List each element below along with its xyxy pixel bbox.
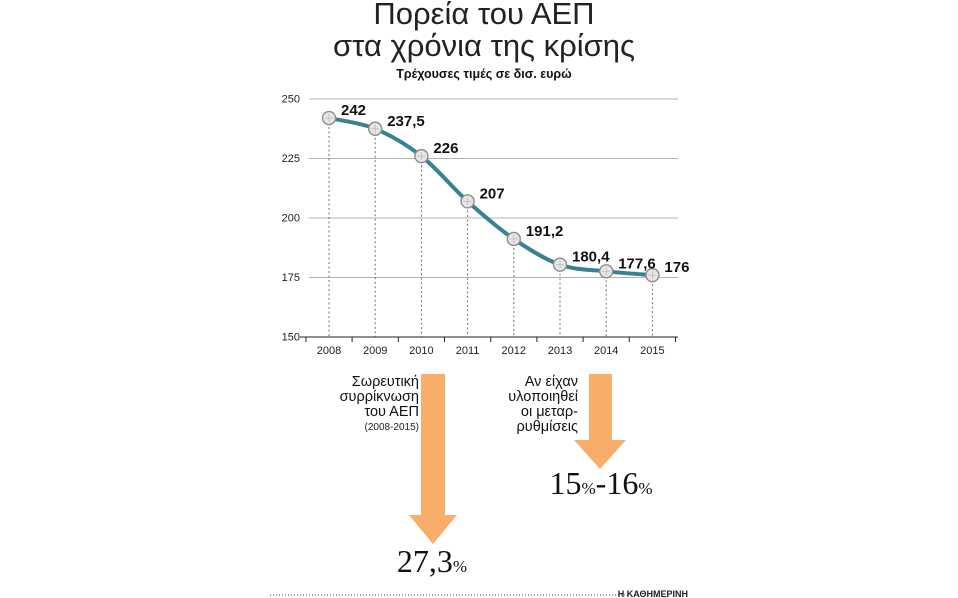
data-point xyxy=(552,257,568,272)
data-label: 226 xyxy=(433,140,458,157)
data-point xyxy=(645,267,660,283)
x-tick-label: 2009 xyxy=(363,345,387,357)
data-point xyxy=(506,231,521,247)
y-tick-label: 150 xyxy=(282,332,300,344)
chart-title-line2: στα χρόνια της κρίσης xyxy=(333,28,635,63)
right-note-line3: οι μεταρ- xyxy=(521,404,578,420)
x-tick-label: 2014 xyxy=(594,345,618,357)
y-tick-label: 225 xyxy=(282,153,300,165)
data-point xyxy=(414,148,429,164)
chart-subtitle: Τρέχουσες τιμές σε δισ. ευρώ xyxy=(396,67,572,81)
x-tick-label: 2013 xyxy=(548,345,572,357)
x-tick-label: 2012 xyxy=(502,345,526,357)
data-point xyxy=(599,264,614,279)
data-label: 180,4 xyxy=(572,249,610,266)
left-note-period: (2008-2015) xyxy=(365,422,419,433)
right-dash: - xyxy=(596,465,607,501)
reform-arrow-icon xyxy=(574,374,626,469)
data-label: 207 xyxy=(480,185,505,202)
left-value-number: 27,3 xyxy=(397,543,453,579)
x-tick-label: 2011 xyxy=(456,345,480,357)
gridlines xyxy=(309,98,678,278)
right-value-a: 15 xyxy=(550,465,582,501)
left-note-line3: του ΑΕΠ xyxy=(364,404,419,420)
y-tick-label: 250 xyxy=(282,94,300,106)
data-point xyxy=(321,110,337,126)
credit-logo: Η ΚΑΘΗΜΕΡΙΝΗ xyxy=(618,589,688,598)
y-tick-label: 200 xyxy=(282,213,300,225)
right-note-line4: ρυθμίσεις xyxy=(517,419,578,435)
data-label: 191,2 xyxy=(526,223,564,240)
y-tick-label: 175 xyxy=(282,272,300,284)
right-unit-b: % xyxy=(638,479,652,498)
shrink-arrow-icon xyxy=(409,374,457,544)
right-annotation: Αν είχαν υλοποιηθεί οι μεταρ- ρυθμίσεις … xyxy=(508,374,653,501)
data-label: 242 xyxy=(341,102,366,119)
data-label: 176 xyxy=(664,259,689,276)
y-axis-ticks: 150 175 200 225 250 xyxy=(282,94,300,344)
data-point xyxy=(368,121,383,136)
right-value-b: 16 xyxy=(606,465,638,501)
x-tick-label: 2010 xyxy=(409,345,433,357)
left-value: 27,3% xyxy=(397,543,467,579)
x-tick-label: 2008 xyxy=(317,345,341,357)
left-note-line2: συρρίκνωση xyxy=(340,389,419,405)
left-value-unit: % xyxy=(453,557,467,576)
data-label: 237,5 xyxy=(387,113,425,130)
gdp-series xyxy=(321,110,660,283)
x-axis: 2008 2009 2010 2011 2012 2013 2014 2015 xyxy=(300,336,678,357)
drop-lines xyxy=(328,118,653,337)
right-note-line2: υλοποιηθεί xyxy=(508,389,578,405)
x-tick-label: 2015 xyxy=(640,345,664,357)
chart-title-line1: Πορεία του ΑΕΠ xyxy=(373,0,594,31)
data-label: 177,6 xyxy=(618,255,656,272)
data-labels: 242 237,5 226 207 191,2 180,4 177,6 176 xyxy=(341,102,689,276)
right-value: 15%-16% xyxy=(550,465,653,501)
right-unit-a: % xyxy=(582,479,596,498)
left-note-line1: Σωρευτική xyxy=(352,374,419,390)
right-note-line1: Αν είχαν xyxy=(525,374,578,390)
left-annotation: Σωρευτική συρρίκνωση του ΑΕΠ (2008-2015)… xyxy=(340,374,467,579)
data-point xyxy=(460,194,475,209)
